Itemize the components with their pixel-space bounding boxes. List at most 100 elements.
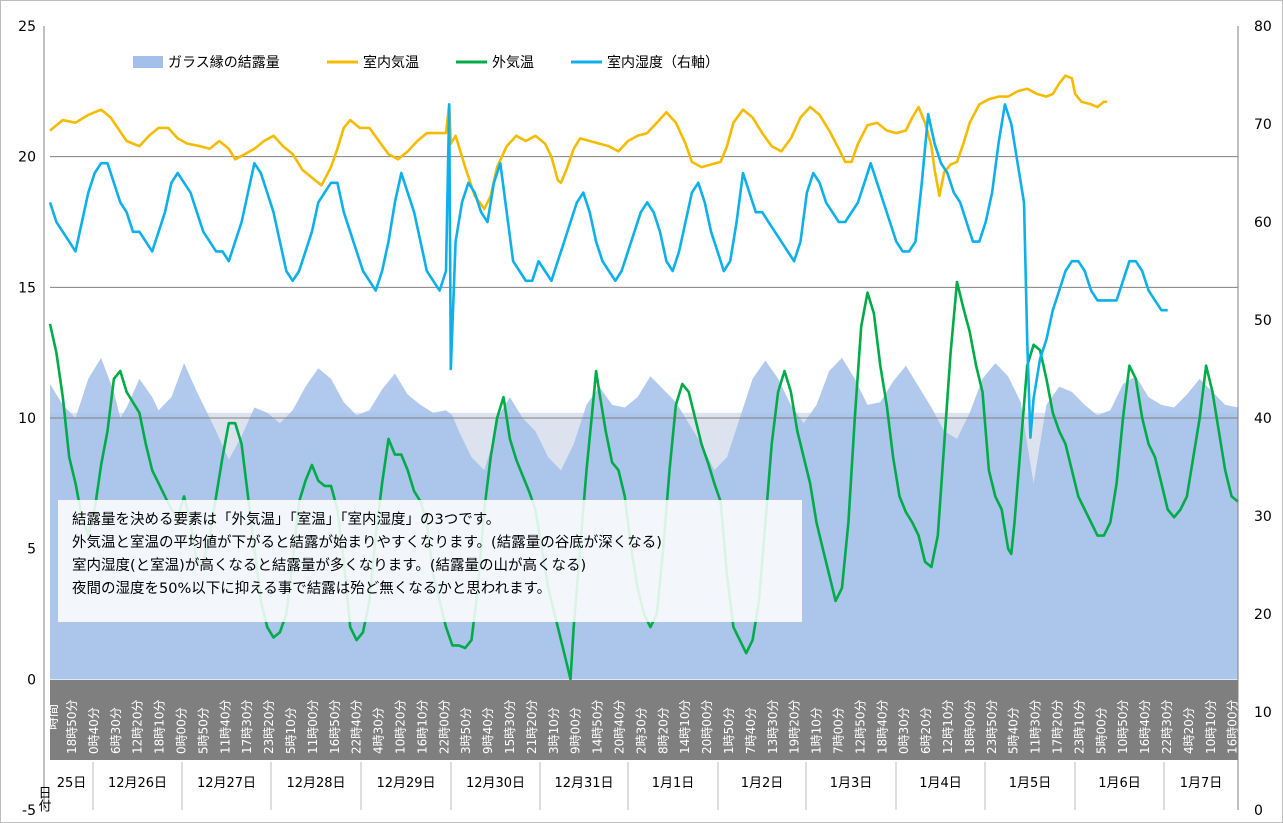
time-tick-label: 18時40分 — [875, 699, 889, 754]
time-tick-label: 0時30分 — [897, 707, 911, 754]
time-tick-label: 18時50分 — [65, 699, 79, 754]
date-label: 12月30日 — [466, 776, 525, 791]
time-tick-label: 6時30分 — [109, 707, 123, 754]
time-tick-label: 10時20分 — [394, 699, 408, 754]
time-tick-label: 4時30分 — [372, 707, 386, 754]
time-tick-label: 7時00分 — [832, 707, 846, 754]
right-tick-label: 0 — [1254, 803, 1263, 819]
time-tick-label: 22時40分 — [350, 699, 364, 754]
gridlines — [50, 156, 1238, 419]
time-tick-label: 21時20分 — [525, 699, 539, 754]
date-label: 1月6日 — [1098, 776, 1141, 791]
time-tick-label: 9時40分 — [481, 707, 495, 754]
time-tick-label: 16時00分 — [1226, 699, 1240, 754]
indoor-temp-line — [49, 74, 1108, 211]
time-label-group: 18時50分 0時40分 6時30分 12時20分 18時10分 0時00分 5時50分 11… — [65, 699, 1240, 754]
time-label-band — [50, 680, 1238, 760]
date-label: 1月4日 — [919, 776, 962, 791]
left-tick-label: 20 — [18, 150, 36, 166]
date-label: 12月26日 — [108, 776, 167, 791]
date-label: 1月2日 — [741, 776, 784, 791]
note-line: 夜間の湿度を50%以下に抑える事で結露は殆ど無くなるかと思われます。 — [72, 581, 552, 597]
note-line: 室内湿度(と室温)が高くなると結露量が多くなります。(結露量の山が高くなる) — [72, 558, 587, 574]
left-tick-label: 15 — [18, 280, 36, 296]
time-tick-label: 0時00分 — [175, 707, 189, 754]
row-label-time: 時間 — [46, 704, 61, 730]
time-tick-label: 12時20分 — [131, 699, 145, 754]
time-tick-label: 5時50分 — [196, 707, 210, 754]
time-tick-label: 14時50分 — [591, 699, 605, 754]
legend-label-humidity: 室内湿度（右軸） — [607, 54, 719, 71]
time-tick-label: 23時10分 — [1072, 699, 1086, 754]
time-tick-label: 16時10分 — [415, 699, 429, 754]
time-tick-label: 18時00分 — [963, 699, 977, 754]
time-tick-label: 4時20分 — [1182, 707, 1196, 754]
right-tick-label: 70 — [1254, 117, 1272, 133]
time-tick-label: 20時40分 — [613, 699, 627, 754]
time-tick-label: 8時20分 — [656, 707, 670, 754]
date-row: 25日 12月26日 12月27日 12月28日 12月29日 12月30日 12月31日 1… — [57, 762, 1223, 810]
right-tick-label: 30 — [1254, 509, 1272, 525]
date-label: 1月3日 — [830, 776, 873, 791]
legend-label-condensation: ガラス縁の結露量 — [168, 55, 280, 71]
time-tick-label: 2時30分 — [634, 707, 648, 754]
right-tick-label: 50 — [1254, 313, 1272, 329]
right-tick-label: 10 — [1254, 705, 1272, 721]
time-tick-label: 12時50分 — [853, 699, 867, 754]
legend-label-outdoor-temp: 外気温 — [492, 55, 534, 71]
date-label: 12月31日 — [554, 776, 613, 791]
date-label: 12月27日 — [197, 776, 256, 791]
time-tick-label: 3時10分 — [547, 707, 561, 754]
time-tick-label: 14時10分 — [678, 699, 692, 754]
date-label: 12月28日 — [286, 776, 345, 791]
right-tick-label: 60 — [1254, 215, 1272, 231]
humidity-line — [48, 103, 1168, 439]
time-tick-label: 20時00分 — [700, 699, 714, 754]
right-axis-ticks: 80 70 60 50 40 30 20 10 0 — [1254, 19, 1272, 819]
legend-label-indoor-temp: 室内気温 — [363, 54, 419, 71]
time-tick-label: 6時20分 — [919, 707, 933, 754]
date-label: 12月29日 — [376, 776, 435, 791]
time-tick-label: 22時00分 — [437, 699, 451, 754]
time-tick-label: 5時40分 — [1007, 707, 1021, 754]
legend: ガラス縁の結露量 室内気温 外気温 室内湿度（右軸） — [133, 54, 719, 71]
time-tick-label: 7時40分 — [744, 707, 758, 754]
left-tick-label: 5 — [27, 542, 36, 558]
time-tick-label: 10時10分 — [1204, 699, 1218, 754]
time-tick-label: 23時20分 — [262, 699, 276, 754]
time-tick-label: 22時30分 — [1160, 699, 1174, 754]
time-tick-label: 17時30分 — [240, 699, 254, 754]
time-tick-label: 3時50分 — [459, 707, 473, 754]
time-tick-label: 0時40分 — [87, 707, 101, 754]
time-tick-label: 15時30分 — [503, 699, 517, 754]
time-tick-label: 11時30分 — [1029, 699, 1043, 754]
time-tick-label: 23時50分 — [985, 699, 999, 754]
left-tick-label: 10 — [18, 411, 36, 427]
row-label-date: 日付 — [36, 786, 52, 812]
annotation-note: 結露量を決める要素は「外気温」「室温」「室内湿度」の3つです。 外気温と室温の平… — [58, 500, 802, 622]
time-tick-label: 13時30分 — [766, 699, 780, 754]
right-tick-label: 40 — [1254, 411, 1272, 427]
time-tick-label: 11時00分 — [306, 699, 320, 754]
time-tick-label: 1時10分 — [810, 707, 824, 754]
time-tick-label: 16時50分 — [328, 699, 342, 754]
time-tick-label: 17時20分 — [1051, 699, 1065, 754]
right-tick-label: 20 — [1254, 607, 1272, 623]
time-tick-label: 10時50分 — [1116, 699, 1130, 754]
date-label: 1月7日 — [1180, 776, 1223, 791]
left-axis-ticks: 25 20 15 10 5 0 -5 — [18, 19, 36, 819]
time-tick-label: 16時40分 — [1138, 699, 1152, 754]
time-tick-label: 12時10分 — [941, 699, 955, 754]
time-tick-label: 9時00分 — [569, 707, 583, 754]
left-tick-label: -5 — [22, 803, 36, 819]
time-tick-label: 5時00分 — [1094, 707, 1108, 754]
date-label: 25日 — [57, 776, 87, 791]
time-tick-label: 11時40分 — [218, 699, 232, 754]
time-tick-label: 5時10分 — [284, 707, 298, 754]
date-label: 1月5日 — [1009, 776, 1052, 791]
right-tick-label: 80 — [1254, 19, 1272, 35]
note-line: 外気温と室温の平均値が下がると結露が始まりやすくなります。(結露量の谷底が深くな… — [72, 535, 662, 551]
time-tick-label: 18時10分 — [153, 699, 167, 754]
legend-swatch-condensation — [133, 56, 163, 68]
